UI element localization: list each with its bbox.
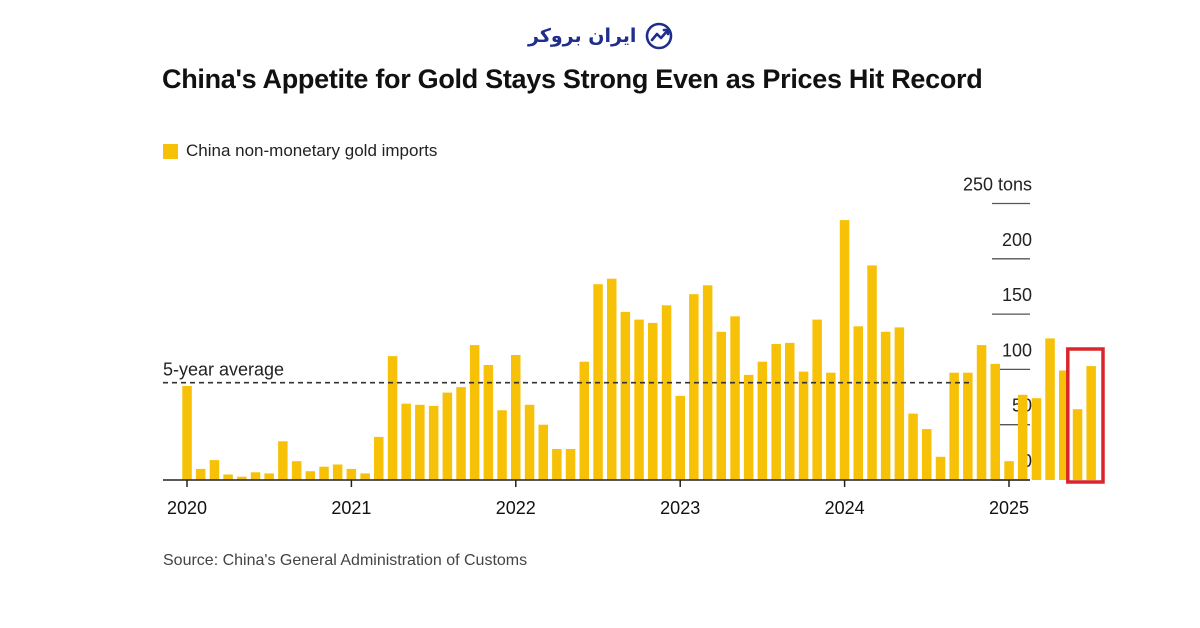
bar xyxy=(401,403,411,480)
bar xyxy=(867,265,877,480)
bar xyxy=(237,476,247,480)
x-tick-label: 2024 xyxy=(825,498,865,518)
y-tick-label: 100 xyxy=(1002,340,1032,360)
bar xyxy=(469,345,480,480)
bar xyxy=(319,466,329,480)
bar xyxy=(908,413,918,480)
bar xyxy=(1045,338,1055,480)
bar xyxy=(880,331,891,480)
bar xyxy=(538,424,548,480)
bar xyxy=(949,372,959,480)
bar xyxy=(387,356,398,480)
brand-logo: ایران بروکر xyxy=(528,19,674,53)
reference-line-label: 5-year average xyxy=(163,360,284,380)
bar xyxy=(675,395,685,480)
bar xyxy=(250,472,261,480)
x-tick-label: 2025 xyxy=(989,498,1029,518)
bar xyxy=(1004,461,1014,480)
bar xyxy=(511,355,521,480)
bar xyxy=(552,449,562,480)
bar xyxy=(374,436,384,480)
bar xyxy=(305,471,316,480)
bar xyxy=(182,386,192,480)
bar xyxy=(922,429,932,480)
chart-title: China's Appetite for Gold Stays Strong E… xyxy=(162,64,983,94)
bar xyxy=(483,365,494,480)
bar xyxy=(648,322,658,480)
bar xyxy=(565,449,576,480)
bar xyxy=(798,371,809,480)
y-tick-label: 150 xyxy=(1002,285,1032,305)
y-tick-label: 200 xyxy=(1002,230,1032,250)
bar xyxy=(1086,366,1096,480)
bar xyxy=(853,326,863,480)
bar xyxy=(428,405,439,480)
chart-source: Source: China's General Administration o… xyxy=(163,552,528,569)
bar xyxy=(771,344,781,480)
bar xyxy=(1031,398,1042,480)
chart-trend-icon xyxy=(646,22,673,50)
bar xyxy=(346,468,357,480)
bar xyxy=(743,374,754,480)
x-tick-label: 2023 xyxy=(660,498,700,518)
bar xyxy=(278,441,288,480)
x-tick-label: 2020 xyxy=(167,498,207,518)
y-tick-label: 250 tons xyxy=(963,175,1032,195)
bar xyxy=(935,456,946,480)
bar xyxy=(524,404,535,480)
bar xyxy=(634,319,644,480)
bar xyxy=(291,461,302,480)
bar xyxy=(415,404,425,480)
bar xyxy=(785,342,795,480)
legend-swatch xyxy=(163,143,178,159)
x-tick-label: 2022 xyxy=(496,498,536,518)
bar xyxy=(894,327,905,480)
legend-label: China non-monetary gold imports xyxy=(186,141,438,160)
brand-name: ایران بروکر xyxy=(528,25,637,47)
bar xyxy=(1072,409,1083,480)
bar xyxy=(456,387,466,480)
chart-legend: China non-monetary gold imports xyxy=(163,141,437,161)
bar xyxy=(223,474,233,480)
highlight-box xyxy=(1066,347,1105,484)
bar xyxy=(716,331,726,480)
bar xyxy=(963,372,973,480)
bar xyxy=(579,361,589,480)
bar xyxy=(209,460,220,480)
bar xyxy=(826,372,836,480)
bar xyxy=(442,392,453,480)
bar xyxy=(990,363,1000,480)
bar xyxy=(976,345,987,480)
bar xyxy=(607,278,617,480)
bar xyxy=(195,468,206,480)
bar xyxy=(620,311,631,480)
bar xyxy=(661,305,672,480)
x-tick-label: 2021 xyxy=(331,498,371,518)
bar xyxy=(689,294,699,480)
bar xyxy=(812,319,822,480)
bar xyxy=(497,410,507,480)
bar xyxy=(757,361,768,480)
bar xyxy=(730,316,740,480)
bar xyxy=(360,473,370,480)
bar xyxy=(264,473,274,480)
bar xyxy=(1017,394,1028,480)
bar xyxy=(332,464,343,480)
bar xyxy=(839,220,850,480)
bar xyxy=(1059,370,1069,480)
